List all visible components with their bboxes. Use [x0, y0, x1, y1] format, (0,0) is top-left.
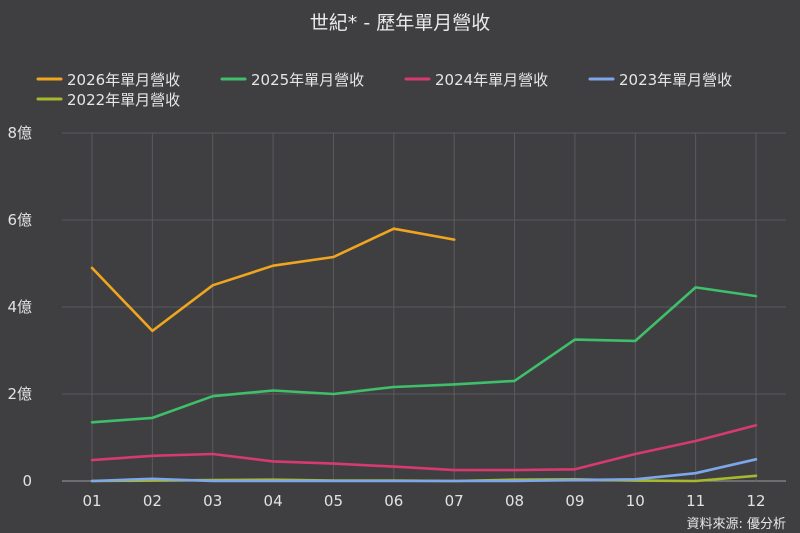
y-tick-label: 2億	[7, 385, 32, 403]
series-line-2026年單月營收	[90, 227, 456, 333]
legend-label: 2023年單月營收	[619, 71, 732, 89]
x-tick-label: 05	[324, 492, 343, 510]
grid	[62, 132, 786, 482]
series-group	[90, 227, 758, 483]
series-line-2023年單月營收	[90, 457, 758, 483]
y-tick-label: 8億	[7, 124, 32, 142]
y-tick-label: 0	[22, 472, 32, 490]
x-tick-label: 06	[384, 492, 403, 510]
x-tick-label: 09	[565, 492, 584, 510]
legend-item: 2022年單月營收	[36, 91, 180, 109]
legend-label: 2026年單月營收	[67, 71, 180, 89]
x-tick-label: 10	[626, 492, 645, 510]
x-tick-label: 11	[686, 492, 705, 510]
chart-title: 世紀* - 歷年單月營收	[310, 12, 490, 34]
x-tick-label: 02	[143, 492, 162, 510]
y-tick-label: 6億	[7, 211, 32, 229]
legend-item: 2025年單月營收	[220, 71, 364, 89]
x-tick-label: 12	[746, 492, 765, 510]
x-tick-label: 04	[264, 492, 283, 510]
x-tick-label: 07	[445, 492, 464, 510]
y-tick-label: 4億	[7, 298, 32, 316]
y-axis: 0 2億 4億 6億 8億	[7, 124, 32, 490]
source-note: 資料來源: 優分析	[686, 517, 786, 532]
x-tick-label: 03	[203, 492, 222, 510]
legend-label: 2024年單月營收	[435, 71, 548, 89]
x-tick-label: 08	[505, 492, 524, 510]
legend-item: 2024年單月營收	[404, 71, 548, 89]
legend-item: 2026年單月營收	[36, 71, 180, 89]
series-line-2025年單月營收	[90, 286, 758, 424]
series-line-2024年單月營收	[90, 423, 758, 472]
x-axis: 01 02 03 04 05 06 07 08 09 10 11 12	[82, 492, 765, 510]
legend-label: 2025年單月營收	[251, 71, 364, 89]
legend-item: 2023年單月營收	[588, 71, 732, 89]
legend: 2026年單月營收 2025年單月營收 2024年單月營收 2023年單月營收 2022…	[36, 71, 732, 109]
x-tick-label: 01	[82, 492, 101, 510]
legend-label: 2022年單月營收	[67, 91, 180, 109]
